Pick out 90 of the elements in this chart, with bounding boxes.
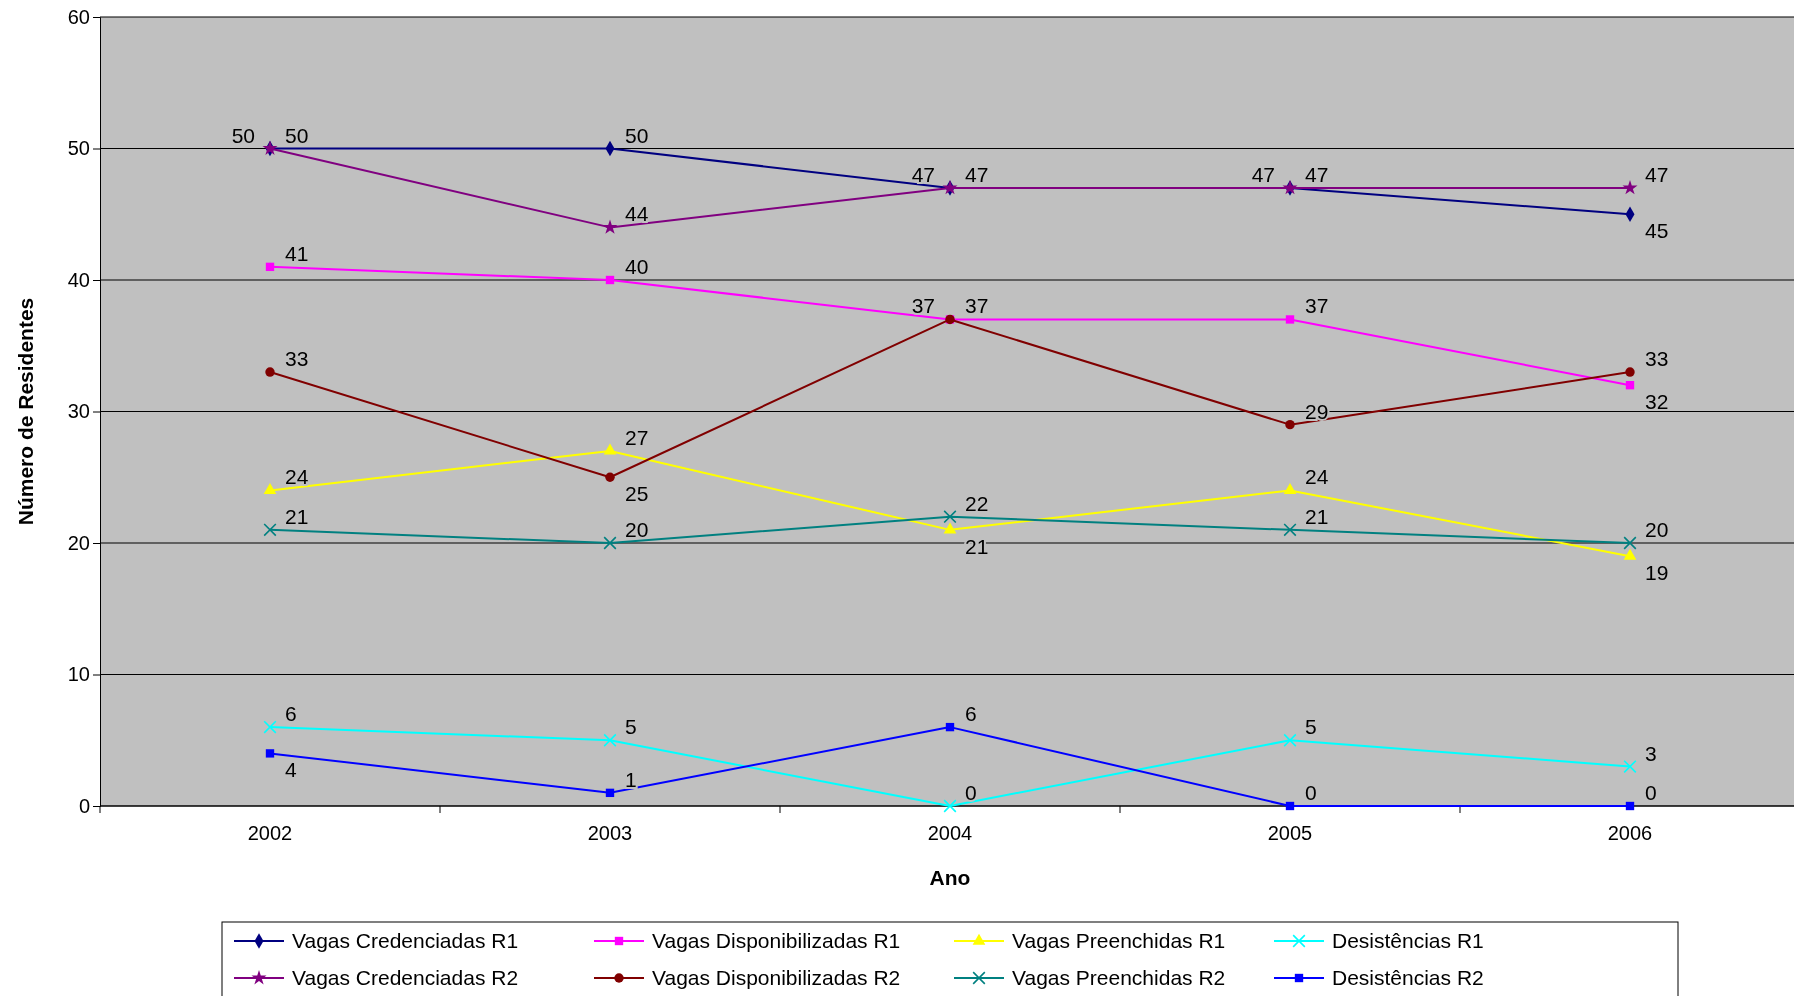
data-label: 47	[1645, 162, 1669, 186]
legend-label: Vagas Disponibilizadas R2	[652, 966, 901, 989]
data-label: 5	[625, 715, 637, 739]
legend-label: Desistências R2	[1332, 966, 1484, 989]
data-label: 32	[1645, 390, 1669, 414]
data-label: 1	[625, 767, 637, 791]
data-label: 21	[1305, 504, 1329, 528]
legend-label: Vagas Disponibilizadas R1	[652, 929, 901, 952]
data-label: 37	[1305, 294, 1329, 318]
point	[1285, 315, 1295, 324]
point	[603, 536, 617, 550]
data-label: 4	[285, 758, 297, 782]
data-label: 47	[1305, 162, 1329, 186]
point	[602, 219, 618, 234]
legend-label: Vagas Preenchidas R1	[1012, 929, 1226, 952]
point	[1283, 733, 1297, 747]
data-label: 5	[1305, 715, 1317, 739]
data-label: 25	[625, 482, 649, 506]
point	[603, 443, 617, 455]
data-label: 21	[965, 534, 989, 558]
point	[943, 510, 957, 524]
data-label: 50	[625, 123, 649, 147]
point	[943, 522, 957, 534]
legend-label: Vagas Credenciadas R1	[292, 929, 519, 952]
legend-label: Desistências R1	[1332, 929, 1484, 952]
data-label: 20	[625, 518, 649, 541]
data-label: 20	[1645, 518, 1669, 541]
y-tick-label: 0	[78, 794, 90, 817]
data-label: 0	[965, 781, 977, 804]
data-label: 44	[625, 202, 649, 226]
point	[265, 367, 275, 377]
point	[1625, 367, 1635, 377]
x-tick-label: 2003	[587, 822, 633, 845]
data-label: 6	[965, 702, 977, 726]
point	[1285, 419, 1295, 430]
data-label: 33	[285, 347, 309, 371]
data-label: 47	[1251, 162, 1275, 186]
data-label: 47	[965, 162, 989, 186]
data-label: 19	[1645, 561, 1669, 585]
data-label: 24	[1305, 465, 1329, 489]
data-label: 37	[965, 294, 989, 318]
y-tick-label: 20	[67, 531, 90, 554]
point	[1623, 759, 1637, 774]
data-label: 45	[1645, 219, 1669, 243]
y-tick-label: 60	[67, 5, 90, 28]
data-label: 41	[285, 241, 309, 265]
point	[265, 749, 275, 758]
data-label: 50	[231, 123, 255, 147]
y-tick-label: 40	[67, 268, 90, 291]
point	[945, 722, 955, 732]
y-tick-label: 50	[67, 137, 90, 160]
x-tick-label: 2002	[247, 822, 293, 845]
point	[263, 523, 277, 537]
point	[1283, 483, 1297, 495]
point	[1625, 381, 1635, 390]
point	[1285, 801, 1295, 811]
data-label: 47	[911, 162, 935, 186]
point	[605, 472, 615, 482]
data-label: 40	[625, 255, 649, 278]
data-label: 22	[965, 491, 989, 515]
x-axis-title: Ano	[929, 866, 971, 889]
data-label: 3	[1645, 741, 1657, 765]
legend-label: Vagas Credenciadas R2	[292, 966, 519, 989]
point	[1623, 548, 1637, 560]
point	[265, 262, 275, 272]
y-axis-title: Número de Residentes	[14, 297, 37, 526]
point	[263, 720, 277, 734]
data-label: 37	[911, 294, 935, 318]
point	[263, 483, 277, 495]
data-label: 24	[285, 465, 309, 489]
point	[943, 799, 957, 813]
point	[1283, 523, 1297, 537]
data-label: 50	[285, 123, 309, 147]
legend-label: Vagas Preenchidas R2	[1012, 966, 1226, 989]
point	[603, 733, 617, 747]
point	[605, 788, 615, 798]
data-label: 6	[285, 702, 297, 726]
data-label: 33	[1645, 347, 1669, 371]
data-label: 27	[625, 425, 649, 449]
data-label: 21	[285, 504, 309, 528]
y-tick-label: 30	[67, 400, 90, 423]
data-label: 0	[1305, 781, 1317, 804]
y-tick-label: 10	[67, 663, 90, 686]
point	[1623, 536, 1637, 550]
point	[1625, 801, 1635, 811]
x-tick-label: 2005	[1267, 822, 1313, 845]
point	[605, 275, 615, 285]
x-tick-label: 2006	[1607, 822, 1653, 845]
x-tick-label: 2004	[927, 822, 973, 845]
data-label: 0	[1645, 781, 1657, 804]
